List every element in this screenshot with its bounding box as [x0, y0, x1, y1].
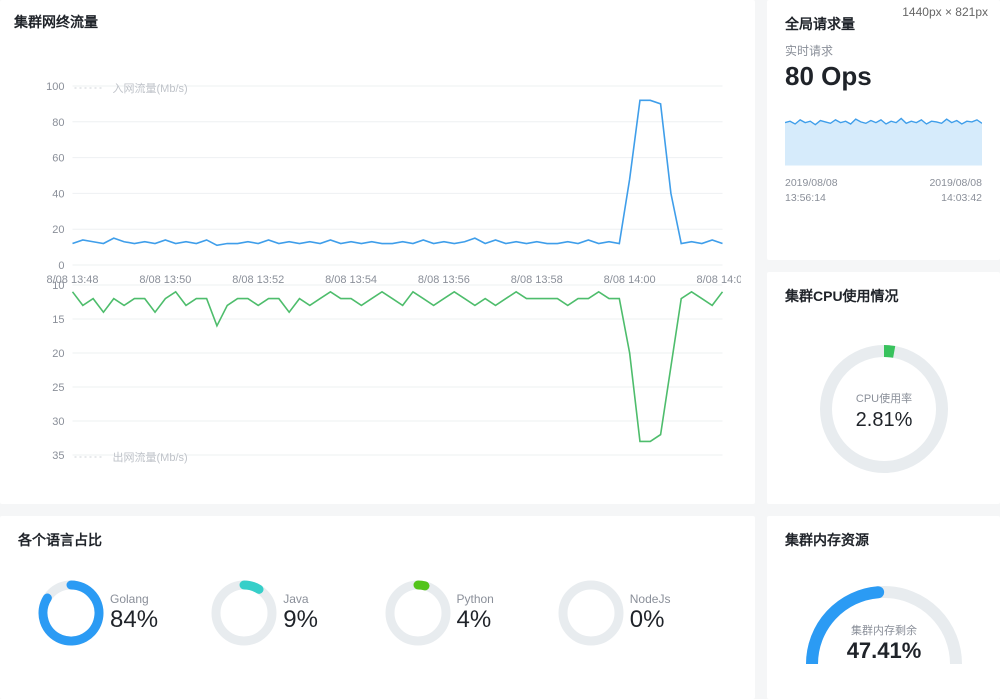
requests-subtitle: 实时请求: [785, 42, 982, 59]
svg-text:CPU使用率: CPU使用率: [855, 391, 911, 405]
svg-text:47.41%: 47.41%: [846, 638, 921, 663]
language-donut: [556, 578, 626, 648]
svg-text:20: 20: [52, 348, 64, 360]
language-name: Java: [283, 592, 318, 606]
language-name: Python: [457, 592, 494, 606]
svg-text:80: 80: [52, 117, 64, 129]
traffic-title: 集群网终流量: [14, 12, 741, 32]
svg-text:40: 40: [52, 188, 64, 200]
languages-row: Golang84%Java9%Python4%NodeJs0%: [18, 578, 737, 648]
svg-text:25: 25: [52, 382, 64, 394]
language-name: NodeJs: [630, 592, 671, 606]
svg-text:100: 100: [46, 81, 64, 93]
language-item: Golang84%: [36, 578, 199, 648]
svg-text:2.81%: 2.81%: [855, 409, 912, 431]
svg-text:8/08 13:52: 8/08 13:52: [232, 274, 284, 286]
range-start-date: 2019/08/08: [785, 176, 838, 191]
dashboard-layout: 集群网终流量 020406080100入网流量(Mb/s)10152025303…: [0, 0, 1000, 699]
dimension-badge: 1440px × 821px: [898, 4, 992, 20]
cpu-title: 集群CPU使用情况: [785, 286, 982, 306]
language-donut: [209, 578, 279, 648]
svg-text:15: 15: [52, 314, 64, 326]
svg-text:出网流量(Mb/s): 出网流量(Mb/s): [113, 450, 188, 464]
requests-sparkline: [785, 106, 982, 166]
traffic-chart: 020406080100入网流量(Mb/s)101520253035出网流量(M…: [14, 40, 741, 480]
languages-card: 各个语言占比 Golang84%Java9%Python4%NodeJs0%: [0, 516, 755, 699]
svg-text:8/08 13:56: 8/08 13:56: [418, 274, 470, 286]
language-donut: [36, 578, 106, 648]
language-value: 0%: [630, 606, 671, 634]
language-donut: [383, 578, 453, 648]
requests-card: 全局请求量 实时请求 80 Ops 2019/08/08 13:56:14 20…: [767, 0, 1000, 260]
svg-text:35: 35: [52, 450, 64, 462]
language-value: 4%: [457, 606, 494, 634]
svg-text:8/08 13:50: 8/08 13:50: [139, 274, 191, 286]
language-value: 84%: [110, 606, 158, 634]
language-item: NodeJs0%: [556, 578, 719, 648]
range-end-date: 2019/08/08: [929, 176, 982, 191]
svg-text:8/08 14:02: 8/08 14:02: [697, 274, 742, 286]
languages-title: 各个语言占比: [18, 530, 737, 550]
range-end-time: 14:03:42: [929, 191, 982, 206]
language-item: Java9%: [209, 578, 372, 648]
memory-card: 集群内存资源 集群内存剩余47.41%: [767, 516, 1000, 699]
svg-text:8/08 13:54: 8/08 13:54: [325, 274, 377, 286]
svg-text:8/08 14:00: 8/08 14:00: [604, 274, 656, 286]
svg-text:0: 0: [58, 260, 64, 272]
svg-text:入网流量(Mb/s): 入网流量(Mb/s): [113, 81, 188, 95]
memory-title: 集群内存资源: [785, 530, 982, 550]
memory-gauge: 集群内存剩余47.41%: [794, 564, 974, 664]
svg-text:集群内存剩余: 集群内存剩余: [851, 623, 917, 637]
language-value: 9%: [283, 606, 318, 634]
requests-timerange: 2019/08/08 13:56:14 2019/08/08 14:03:42: [785, 176, 982, 205]
svg-text:8/08 13:48: 8/08 13:48: [47, 274, 99, 286]
range-start-time: 13:56:14: [785, 191, 838, 206]
svg-text:20: 20: [52, 224, 64, 236]
language-item: Python4%: [383, 578, 546, 648]
svg-text:30: 30: [52, 416, 64, 428]
svg-text:60: 60: [52, 153, 64, 165]
requests-value: 80 Ops: [785, 61, 982, 92]
language-name: Golang: [110, 592, 158, 606]
traffic-card: 集群网终流量 020406080100入网流量(Mb/s)10152025303…: [0, 0, 755, 504]
cpu-card: 集群CPU使用情况 CPU使用率 2.81%: [767, 272, 1000, 504]
svg-text:8/08 13:58: 8/08 13:58: [511, 274, 563, 286]
cpu-gauge: CPU使用率 2.81%: [809, 334, 959, 484]
